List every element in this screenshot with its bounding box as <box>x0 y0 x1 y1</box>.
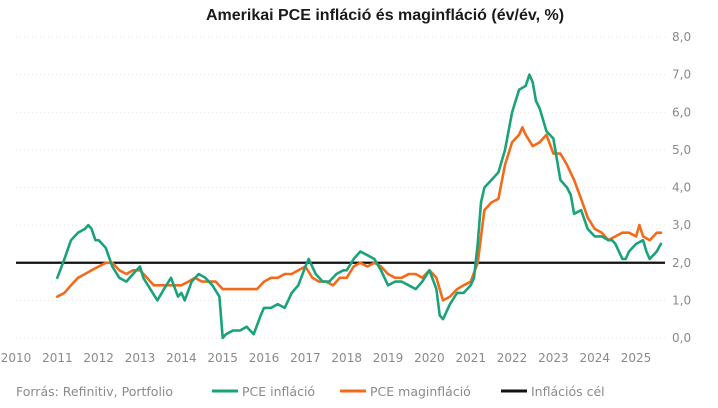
y-tick-label: 3,0 <box>672 218 691 232</box>
x-tick-label: 2015 <box>207 351 238 365</box>
x-tick-label: 2025 <box>621 351 652 365</box>
x-tick-label: 2010 <box>1 351 32 365</box>
x-tick-label: 2018 <box>331 351 362 365</box>
chart-title: Amerikai PCE infláció és maginfláció (év… <box>206 7 564 24</box>
y-tick-label: 7,0 <box>672 68 691 82</box>
x-tick-label: 2013 <box>125 351 156 365</box>
y-tick-label: 6,0 <box>672 105 691 119</box>
x-tick-label: 2014 <box>166 351 197 365</box>
x-tick-label: 2019 <box>373 351 404 365</box>
y-tick-label: 8,0 <box>672 30 691 44</box>
x-tick-label: 2023 <box>538 351 569 365</box>
y-axis: 0,0 1,0 2,0 3,0 4,0 5,0 6,0 7,0 8,0 <box>672 30 691 345</box>
y-tick-label: 0,0 <box>672 331 691 345</box>
source-note: Forrás: Refinitiv, Portfolio <box>16 384 173 399</box>
series-line <box>56 126 663 302</box>
x-axis: 2010 2011 2012 2013 2014 2015 2016 2017 2018 2019… <box>1 351 652 365</box>
legend-label: PCE maginfláció <box>370 384 471 399</box>
y-tick-label: 2,0 <box>672 256 691 270</box>
x-tick-label: 2012 <box>83 351 114 365</box>
series-line <box>56 73 663 340</box>
y-tick-label: 4,0 <box>672 181 691 195</box>
x-tick-label: 2017 <box>290 351 321 365</box>
x-tick-label: 2020 <box>414 351 445 365</box>
series-layer <box>56 73 663 340</box>
x-tick-label: 2021 <box>455 351 486 365</box>
legend-label: PCE infláció <box>242 384 315 399</box>
legend: PCE infláció PCE maginfláció Inflációs cél <box>212 384 605 399</box>
legend-label: Inflációs cél <box>531 384 605 399</box>
x-tick-label: 2024 <box>579 351 610 365</box>
x-tick-label: 2016 <box>249 351 280 365</box>
y-tick-label: 1,0 <box>672 293 691 307</box>
x-tick-label: 2022 <box>497 351 528 365</box>
x-tick-label: 2011 <box>42 351 73 365</box>
y-tick-label: 5,0 <box>672 143 691 157</box>
